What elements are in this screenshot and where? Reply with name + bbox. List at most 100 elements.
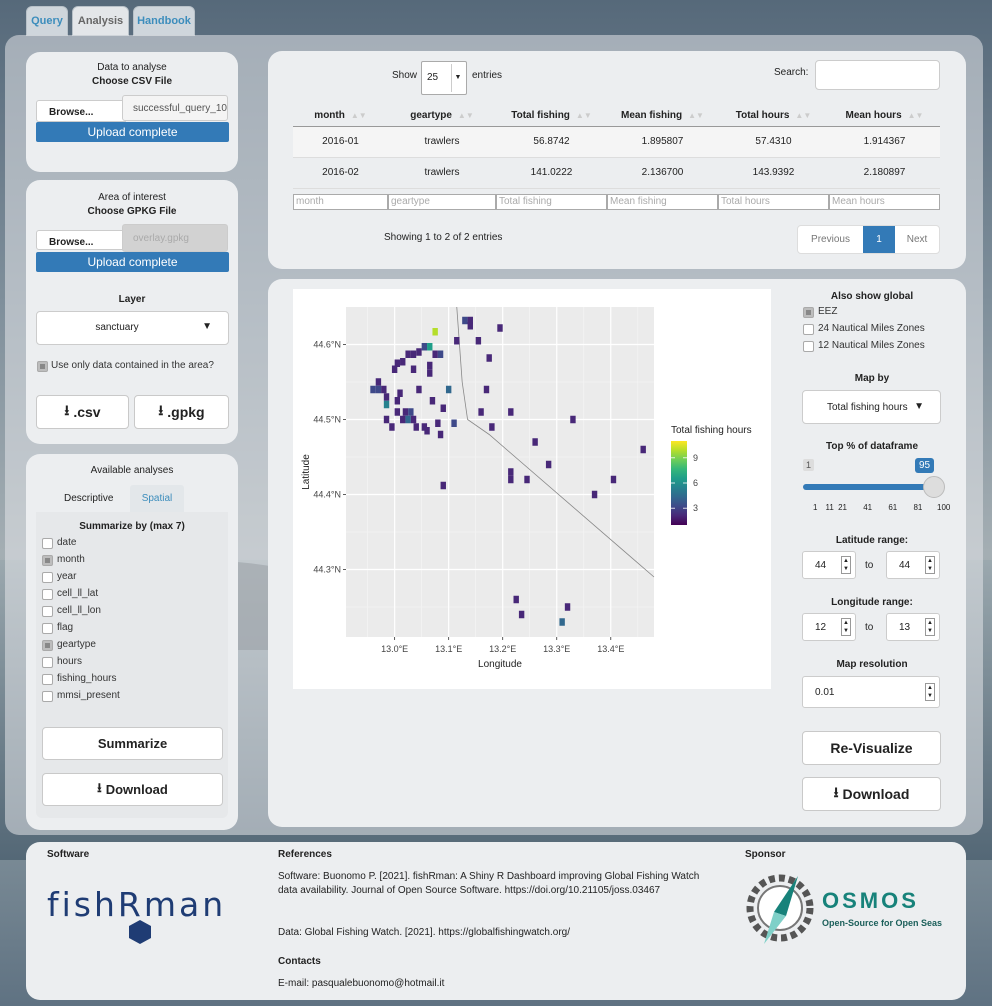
column-header[interactable]: Total hours ▲▼	[718, 105, 829, 127]
column-header[interactable]: Mean fishing ▲▼	[607, 105, 718, 127]
fishrman-logo-text: fishRman	[47, 885, 226, 924]
heatmap-cell	[489, 423, 495, 431]
revisualize-button[interactable]: Re-Visualize	[802, 731, 941, 765]
lat-from-value: 44	[815, 559, 827, 571]
heatmap-cell	[508, 468, 514, 476]
tab-query[interactable]: Query	[26, 6, 68, 36]
lon-to-input[interactable]: 13 ▲ ▼	[886, 613, 940, 641]
field-checkbox-hours[interactable]	[42, 657, 53, 668]
entries-select[interactable]: 25 ▼	[421, 61, 467, 95]
column-filter-input[interactable]: month	[293, 194, 388, 210]
table-header-row: month ▲▼ geartype ▲▼ Total fishing ▲▼ Mean fis…	[293, 105, 940, 127]
tab-descriptive[interactable]: Descriptive	[64, 493, 114, 504]
slider-handle[interactable]	[923, 476, 946, 498]
page-1-button[interactable]: 1	[863, 226, 895, 253]
download-gpkg-button[interactable]: ⭳ .gpkg	[134, 395, 229, 429]
heatmap-cell	[610, 475, 617, 484]
x-tick-label: 13.4°E	[597, 644, 624, 654]
gpkg-browse-button[interactable]: Browse...	[36, 230, 126, 250]
column-filter-input[interactable]: Total hours	[718, 194, 829, 210]
heatmap-cell	[435, 419, 441, 427]
spinner-arrows-icon[interactable]: ▲ ▼	[925, 556, 935, 574]
y-tick-label: 44.3°N	[313, 565, 341, 575]
overlay-checkbox[interactable]	[803, 341, 814, 352]
plot-background	[346, 307, 654, 637]
analyses-download-button[interactable]: ⭳ Download	[42, 773, 223, 806]
overlay-label: 24 Nautical Miles Zones	[818, 323, 925, 334]
to-label: to	[865, 622, 874, 633]
previous-page-button[interactable]: Previous	[811, 234, 850, 245]
field-checkbox-flag[interactable]	[42, 623, 53, 634]
lon-from-input[interactable]: 12 ▲ ▼	[802, 613, 856, 641]
slider-track[interactable]	[803, 476, 946, 498]
lat-from-input[interactable]: 44 ▲ ▼	[802, 551, 856, 579]
heatmap-cell	[410, 415, 417, 424]
map-by-select[interactable]: Total fishing hours ▼	[802, 390, 941, 424]
field-label: fishing_hours	[57, 673, 117, 684]
summarize-button[interactable]: Summarize	[42, 727, 223, 760]
column-header[interactable]: month ▲▼	[293, 105, 388, 127]
sort-icon: ▲▼	[350, 110, 367, 120]
heatmap-cell	[486, 354, 492, 362]
field-label: flag	[57, 622, 74, 633]
chevron-down-icon: ▼	[451, 64, 464, 92]
map-download-button[interactable]: ⭳ Download	[802, 777, 941, 811]
column-header-label: Total fishing	[511, 109, 570, 121]
tab-handbook[interactable]: Handbook	[133, 6, 195, 36]
layer-select[interactable]: sanctuary ▼	[36, 311, 229, 345]
column-header[interactable]: Total fishing ▲▼	[496, 105, 607, 127]
download-icon: ⭳	[64, 402, 70, 418]
search-input[interactable]	[815, 60, 940, 90]
heatmap-cell	[532, 438, 538, 446]
resolution-input[interactable]: 0.01 ▲ ▼	[802, 676, 940, 708]
field-checkbox-cell-ll-lon[interactable]	[42, 606, 53, 617]
spinner-arrows-icon[interactable]: ▲ ▼	[841, 618, 851, 636]
y-tick-label: 44.4°N	[313, 490, 341, 500]
field-checkbox-mmsi-present[interactable]	[42, 691, 53, 702]
spinner-arrows-icon[interactable]: ▲ ▼	[925, 683, 935, 701]
overlay-checkbox[interactable]	[803, 324, 814, 335]
table-cell: 1.914367	[829, 126, 940, 158]
table-row[interactable]: 2016-01 trawlers 56.8742 1.895807 57.4310 1.9…	[293, 126, 940, 158]
heatmap-cell	[413, 423, 419, 431]
heatmap-cell	[427, 369, 433, 377]
lat-to-input[interactable]: 44 ▲ ▼	[886, 551, 940, 579]
heatmap-cell	[400, 358, 406, 366]
column-filter-input[interactable]: Mean fishing	[607, 194, 718, 210]
download-csv-label: .csv	[73, 404, 101, 420]
field-checkbox-year[interactable]	[42, 572, 53, 583]
field-checkbox-fishing-hours[interactable]	[42, 674, 53, 685]
tab-spatial[interactable]: Spatial	[130, 485, 184, 512]
tab-analysis[interactable]: Analysis	[72, 6, 129, 36]
column-header[interactable]: Mean hours ▲▼	[829, 105, 940, 127]
contact-email[interactable]: E-mail: pasqualebuonomo@hotmail.it	[278, 978, 445, 989]
use-area-checkbox[interactable]	[37, 361, 48, 372]
spinner-arrows-icon[interactable]: ▲ ▼	[841, 556, 851, 574]
heatmap-cell	[389, 423, 395, 431]
download-icon: ⭳	[97, 779, 102, 795]
csv-upload-progress: Upload complete	[36, 122, 229, 142]
download-icon: ⭳	[158, 402, 164, 418]
field-checkbox-cell-ll-lat[interactable]	[42, 589, 53, 600]
heatmap-cell	[416, 385, 422, 394]
column-filter-input[interactable]: Total fishing	[496, 194, 607, 210]
column-filter-input[interactable]: Mean hours	[829, 194, 940, 210]
field-checkbox-month[interactable]	[42, 555, 53, 566]
spinner-arrows-icon[interactable]: ▲ ▼	[925, 618, 935, 636]
csv-browse-button[interactable]: Browse...	[36, 100, 126, 122]
heatmap-cell	[454, 337, 460, 345]
compass-gear-icon	[746, 874, 814, 944]
heatmap-cell	[445, 385, 452, 394]
table-row[interactable]: 2016-02 trawlers 141.0222 2.136700 143.9392 2…	[293, 157, 940, 189]
slider-tick-label: 41	[863, 503, 873, 512]
column-filter-input[interactable]: geartype	[388, 194, 496, 210]
resolution-label: Map resolution	[836, 659, 908, 670]
column-header[interactable]: geartype ▲▼	[388, 105, 496, 127]
download-csv-button[interactable]: ⭳ .csv	[36, 395, 129, 429]
field-checkbox-date[interactable]	[42, 538, 53, 549]
field-checkbox-geartype[interactable]	[42, 640, 53, 651]
heatmap-cell	[383, 400, 390, 409]
overlay-checkbox[interactable]	[803, 307, 814, 318]
next-page-button[interactable]: Next	[906, 234, 928, 245]
layer-label: Layer	[118, 294, 146, 305]
